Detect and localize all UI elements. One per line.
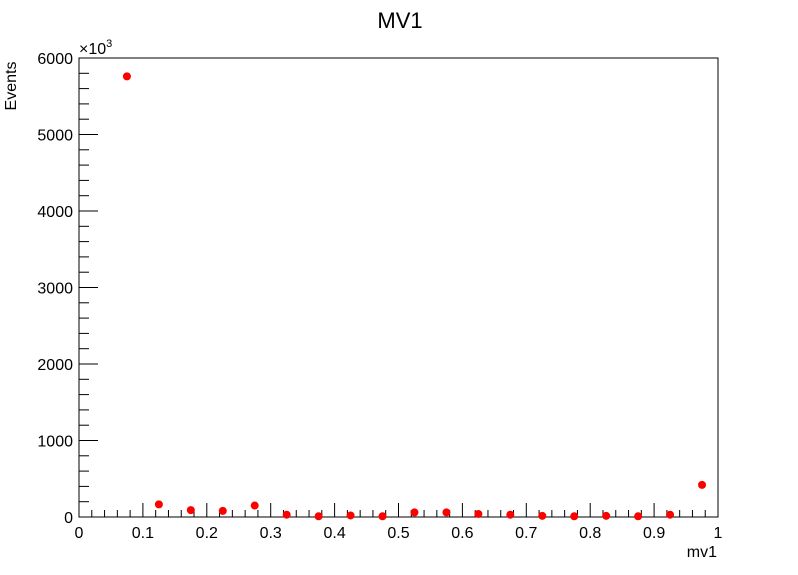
x-tick-label: 0.3 <box>260 525 282 542</box>
y-tick-label: 0 <box>64 510 73 527</box>
axes-group: 0 0.1 0.2 0.3 0.4 0.5 0.6 0.7 0.8 0.9 1 0 1000 2000 30… <box>37 51 722 542</box>
y-tick-label: 5000 <box>37 128 73 145</box>
y-tick-label: 3000 <box>37 281 73 298</box>
data-point <box>666 510 675 519</box>
data-point <box>474 509 483 518</box>
data-point <box>506 510 515 519</box>
data-point <box>410 508 419 517</box>
data-point <box>602 511 611 520</box>
y-axis-label: Events <box>3 62 20 111</box>
x-tick-label: 0.6 <box>451 525 473 542</box>
y-tick-label: 2000 <box>37 357 73 374</box>
data-points-group <box>122 72 707 521</box>
data-point <box>634 512 643 521</box>
y-axis-multiplier: ×103 <box>79 38 112 58</box>
y-multiplier-exponent: 3 <box>106 38 112 50</box>
data-point <box>218 506 227 515</box>
x-tick-label: 1 <box>714 525 723 542</box>
y-tick-label: 4000 <box>37 204 73 221</box>
data-point <box>186 506 195 515</box>
data-point <box>346 511 355 520</box>
plot-frame <box>78 57 719 518</box>
data-point <box>570 512 579 521</box>
y-tick-label: 1000 <box>37 434 73 451</box>
x-tick-label: 0.2 <box>196 525 218 542</box>
data-point <box>442 508 451 517</box>
x-tick-label: 0 <box>75 525 84 542</box>
data-point <box>154 500 163 509</box>
y-multiplier-base: ×10 <box>79 41 106 58</box>
x-tick-label: 0.7 <box>515 525 537 542</box>
data-point <box>698 480 707 489</box>
data-point <box>314 512 323 521</box>
x-tick-label: 0.8 <box>579 525 601 542</box>
data-point <box>282 510 291 519</box>
data-point <box>250 501 259 510</box>
y-tick-label: 6000 <box>37 51 73 68</box>
chart-title: MV1 <box>377 8 422 33</box>
data-point <box>378 512 387 521</box>
data-point <box>538 511 547 520</box>
x-tick-label: 0.9 <box>643 525 665 542</box>
data-point <box>122 72 131 81</box>
x-axis-label: mv1 <box>687 544 717 561</box>
x-tick-label: 0.4 <box>323 525 345 542</box>
x-tick-label: 0.5 <box>387 525 409 542</box>
x-tick-label: 0.1 <box>132 525 154 542</box>
